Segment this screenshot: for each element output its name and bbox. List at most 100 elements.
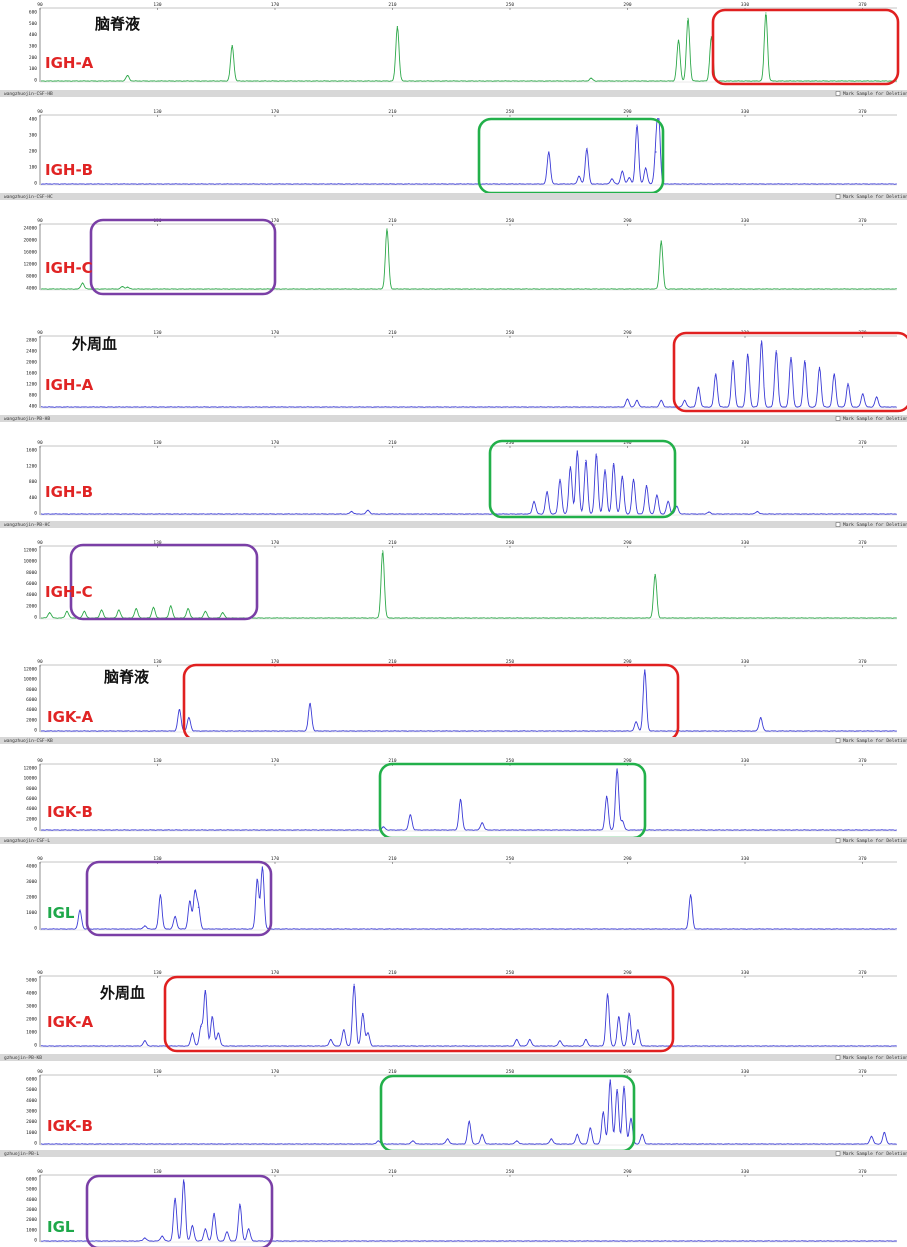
y-tick-label: 0 [34, 511, 37, 517]
y-tick-label: 2000 [26, 717, 37, 723]
x-tick-label: 370 [858, 2, 866, 8]
mark-deletion-checkbox[interactable] [835, 522, 841, 527]
separator-fill [0, 415, 907, 422]
y-tick-label: 4000 [26, 991, 37, 997]
mark-deletion-label: Mark Sample for Deletion [843, 91, 907, 97]
gene-label: IGK-A [47, 708, 93, 726]
peak-mark [676, 505, 678, 507]
peak-mark [606, 795, 608, 798]
y-tick-label: 1200 [26, 382, 37, 388]
y-tick-label: 6000 [26, 581, 37, 587]
peak-mark [576, 1133, 578, 1135]
y-tick-label: 8000 [26, 274, 37, 280]
y-tick-label: 2000 [26, 1017, 37, 1023]
sample-name: wangzhuojin-CSF-L [4, 838, 50, 844]
y-tick-label: 3000 [26, 1109, 37, 1115]
mark-deletion-checkbox[interactable] [835, 738, 841, 743]
sample-separator-bar: wangzhuojin-PB-HC Mark Sample for Deletio… [0, 521, 907, 528]
x-tick-label: 130 [153, 440, 161, 446]
gene-label: IGK-B [47, 803, 93, 821]
purple-highlight-box [69, 543, 259, 621]
peak-mark [188, 717, 190, 719]
peak-mark [833, 373, 835, 375]
mark-deletion-checkbox[interactable] [835, 416, 841, 421]
x-tick-label: 170 [271, 659, 279, 665]
mark-deletion-label: Mark Sample for Deletion [843, 838, 907, 844]
y-tick-label: 6000 [26, 697, 37, 703]
peak-mark [818, 366, 821, 368]
mark-deletion-label: Mark Sample for Deletion [843, 416, 907, 422]
green-highlight-box [378, 762, 647, 840]
y-tick-label: 2000 [26, 816, 37, 822]
peak-mark [760, 717, 762, 719]
peak-mark [81, 282, 84, 284]
mark-deletion-checkbox[interactable] [835, 91, 841, 96]
panel-p6: 90 130 170 210 250 290 330 370 12000 10000 8000 600… [23, 540, 897, 621]
separator-fill [0, 90, 907, 97]
peak-mark [655, 151, 657, 153]
peak-mark [630, 1117, 632, 1119]
x-tick-label: 250 [506, 109, 514, 115]
x-tick-label: 370 [858, 856, 866, 862]
y-tick-label: 100 [29, 66, 37, 72]
sample-name: wangzhuojin-PB-HC [4, 522, 50, 528]
y-tick-label: 3000 [26, 1004, 37, 1010]
peak-mark [213, 1212, 215, 1215]
peak-mark [144, 1237, 146, 1239]
peak-mark [100, 609, 103, 611]
x-tick-label: 330 [741, 758, 749, 764]
x-tick-label: 130 [153, 540, 161, 546]
peak-mark [760, 340, 763, 342]
peak-mark [231, 45, 233, 47]
y-tick-label: 0 [34, 181, 37, 187]
x-tick-label: 370 [858, 440, 866, 446]
x-tick-label: 130 [153, 659, 161, 665]
peak-mark [621, 475, 623, 477]
x-tick-label: 330 [741, 1069, 749, 1075]
peak-mark [618, 1016, 620, 1018]
peak-mark [687, 17, 689, 19]
x-tick-label: 330 [741, 218, 749, 224]
peak-mark [367, 1032, 369, 1034]
peak-mark [468, 1121, 470, 1123]
peak-mark [409, 814, 411, 816]
y-tick-label: 400 [29, 495, 37, 501]
mark-deletion-checkbox[interactable] [835, 194, 841, 199]
mark-deletion-checkbox[interactable] [835, 1055, 841, 1060]
mark-deletion-checkbox[interactable] [835, 838, 841, 843]
peak-mark [546, 491, 548, 493]
x-tick-label: 290 [623, 659, 631, 665]
peak-mark [804, 360, 806, 362]
red-highlight-box [711, 8, 900, 86]
trace-line [40, 985, 897, 1047]
y-tick-label: 20000 [23, 238, 37, 244]
y-tick-label: 2800 [26, 338, 37, 344]
peak-mark [126, 286, 129, 288]
y-tick-label: 8000 [26, 786, 37, 792]
mark-deletion-checkbox[interactable] [835, 1151, 841, 1156]
peak-mark [529, 1038, 531, 1041]
x-tick-label: 210 [388, 540, 396, 546]
sample-name: gzhuojin-PB-KB [4, 1055, 42, 1061]
x-tick-label: 250 [506, 218, 514, 224]
peak-mark [152, 606, 154, 608]
gene-label: IGK-A [47, 1013, 93, 1031]
x-tick-label: 210 [388, 970, 396, 976]
peak-mark [609, 1079, 611, 1081]
trace-line [40, 1180, 897, 1242]
x-tick-label: 210 [388, 659, 396, 665]
peak-mark [377, 1140, 379, 1142]
y-tick-label: 400 [29, 117, 37, 123]
peak-mark [660, 240, 662, 242]
peak-mark [645, 485, 648, 487]
x-tick-label: 290 [623, 970, 631, 976]
peak-mark [217, 1032, 219, 1034]
peak-mark [159, 894, 161, 896]
peak-mark [690, 894, 692, 896]
peak-mark [628, 177, 630, 179]
peak-mark [586, 148, 588, 150]
peak-mark [135, 608, 137, 610]
peak-mark [595, 453, 597, 455]
red-highlight-box [672, 331, 907, 413]
x-tick-label: 210 [388, 218, 396, 224]
